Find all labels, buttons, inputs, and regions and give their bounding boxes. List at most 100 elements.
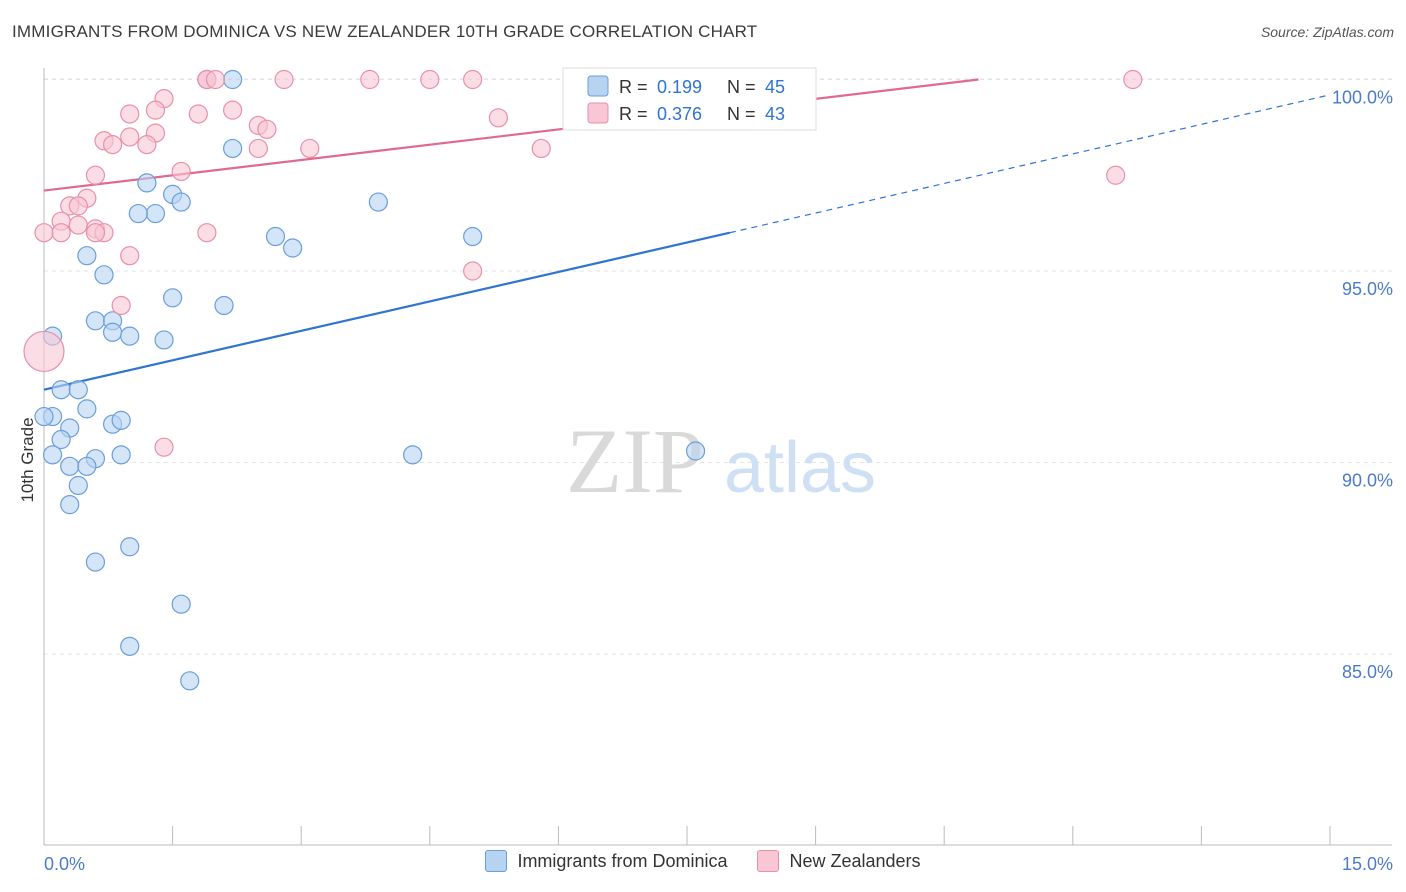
- point-dominica-15: [85, 311, 106, 331]
- chart-title: IMMIGRANTS FROM DOMINICA VS NEW ZEALANDE…: [12, 22, 758, 41]
- stats-legend-swatch-blue: [587, 75, 609, 97]
- point-new-zealanders-35: [34, 223, 54, 243]
- y-axis-label: 10th Grade: [18, 417, 37, 502]
- point-new-zealanders-23: [300, 138, 320, 159]
- stats-r-label-pink: R =: [619, 104, 648, 124]
- point-new-zealanders-12: [120, 104, 140, 124]
- point-dominica-12: [94, 265, 114, 285]
- axes: [43, 68, 1392, 846]
- stats-r-value-blue: 0.199: [657, 77, 702, 97]
- gridlines: [44, 78, 1392, 655]
- point-new-zealanders-22: [248, 138, 268, 159]
- watermark: ZIP atlas: [566, 410, 876, 512]
- point-dominica-18: [120, 326, 140, 346]
- data-points: [23, 69, 1143, 691]
- point-dominica-42: [120, 636, 140, 656]
- point-new-zealanders-42: [154, 437, 174, 457]
- watermark-atlas: atlas: [724, 428, 876, 508]
- y-tick-label-2: 95.0%: [1342, 279, 1393, 299]
- point-new-zealanders-3: [274, 69, 294, 90]
- legend-item-dominica[interactable]: Immigrants from Dominica: [485, 850, 727, 872]
- stats-n-label-blue: N =: [727, 77, 756, 97]
- point-new-zealanders-13: [188, 104, 208, 124]
- trend-line-dominica: [43, 231, 731, 391]
- stats-r-value-pink: 0.376: [657, 104, 702, 124]
- stats-n-label-pink: N =: [727, 104, 756, 124]
- point-dominica-33: [403, 445, 423, 465]
- trend-line-dominica-projection: [729, 94, 1331, 234]
- point-new-zealanders-4: [360, 69, 380, 90]
- point-dominica-19: [154, 330, 174, 350]
- point-dominica-2: [223, 138, 243, 159]
- legend-label-dominica: Immigrants from Dominica: [517, 850, 728, 871]
- point-new-zealanders-25: [171, 161, 191, 182]
- point-new-zealanders-26: [85, 165, 106, 185]
- x-tick-label-0: 0.0%: [44, 854, 85, 874]
- point-new-zealanders-37: [85, 223, 106, 243]
- point-dominica-13: [163, 288, 183, 308]
- point-new-zealanders-43: [23, 330, 65, 373]
- point-new-zealanders-14: [488, 108, 508, 128]
- stats-legend-swatch-pink: [587, 102, 609, 124]
- point-dominica-36: [77, 456, 97, 476]
- point-new-zealanders-24: [531, 138, 551, 159]
- legend-swatch-blue: [485, 850, 508, 872]
- y-tick-label-1: 90.0%: [1342, 471, 1393, 491]
- point-dominica-37: [68, 475, 88, 496]
- stats-legend: R = 0.199 N = 45 R = 0.376 N = 43: [562, 67, 817, 131]
- point-dominica-7: [368, 192, 388, 212]
- point-new-zealanders-5: [420, 69, 440, 90]
- point-new-zealanders-32: [68, 215, 88, 235]
- point-dominica-41: [171, 594, 191, 614]
- point-dominica-27: [111, 410, 131, 430]
- point-dominica-10: [463, 226, 483, 247]
- point-dominica-22: [68, 380, 88, 400]
- point-dominica-43: [180, 671, 200, 691]
- point-dominica-3: [137, 173, 157, 193]
- point-dominica-5: [145, 203, 166, 224]
- legend-item-new-zealanders[interactable]: New Zealanders: [757, 850, 921, 872]
- point-new-zealanders-41: [111, 295, 131, 316]
- point-new-zealanders-36: [51, 223, 71, 243]
- point-dominica-29: [51, 429, 71, 450]
- point-new-zealanders-11: [223, 100, 243, 120]
- point-dominica-44: [128, 203, 148, 224]
- watermark-zip: ZIP: [566, 410, 704, 512]
- point-dominica-25: [34, 406, 54, 427]
- point-dominica-40: [85, 552, 106, 572]
- point-new-zealanders-8: [1123, 69, 1143, 90]
- point-dominica-17: [102, 322, 123, 342]
- point-dominica-21: [51, 380, 71, 400]
- point-dominica-30: [42, 445, 63, 465]
- point-dominica-1: [223, 69, 243, 90]
- point-new-zealanders-39: [120, 246, 140, 266]
- x-tick-label-1: 15.0%: [1342, 854, 1393, 874]
- y-tick-labels: 85.0% 90.0% 95.0% 100.0%: [1332, 88, 1393, 683]
- trend-line-new-zealanders: [43, 78, 979, 192]
- point-new-zealanders-21: [137, 135, 157, 155]
- point-dominica-31: [111, 445, 131, 465]
- stats-r-label-blue: R =: [619, 77, 648, 97]
- point-dominica-9: [283, 238, 303, 258]
- point-new-zealanders-6: [463, 69, 483, 90]
- point-new-zealanders-38: [197, 223, 217, 243]
- legend-swatch-pink: [757, 850, 780, 872]
- point-new-zealanders-2: [205, 69, 226, 90]
- point-dominica-34: [685, 441, 706, 461]
- point-new-zealanders-27: [1106, 165, 1126, 185]
- point-dominica-11: [77, 246, 97, 266]
- point-new-zealanders-40: [463, 261, 483, 281]
- y-tick-label-3: 100.0%: [1332, 88, 1393, 108]
- legend-label-new-zealanders: New Zealanders: [789, 850, 921, 871]
- point-new-zealanders-10: [145, 100, 166, 120]
- point-new-zealanders-20: [102, 135, 123, 155]
- x-tick-labels: 0.0% 15.0%: [44, 854, 1393, 874]
- point-dominica-14: [214, 295, 234, 316]
- source-credit: Source: ZipAtlas.com: [1260, 24, 1394, 40]
- trend-lines: [43, 78, 1331, 391]
- point-dominica-6: [171, 192, 191, 212]
- stats-n-value-pink: 43: [765, 104, 785, 124]
- point-dominica-8: [265, 226, 286, 247]
- point-dominica-39: [120, 537, 140, 557]
- point-dominica-38: [60, 495, 80, 515]
